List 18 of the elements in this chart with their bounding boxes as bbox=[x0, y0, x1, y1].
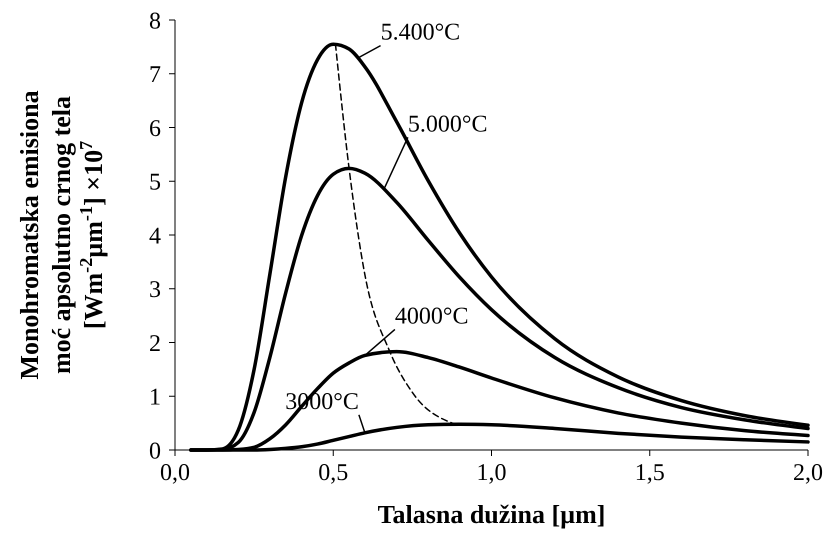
y-tick-label: 2 bbox=[149, 330, 161, 357]
x-tick-label: 1,5 bbox=[634, 460, 665, 486]
y-tick-label: 6 bbox=[149, 116, 161, 142]
y-tick-label: 4 bbox=[149, 223, 161, 250]
x-axis-title: Talasna dužina [µm] bbox=[378, 500, 606, 529]
x-tick-label: 1,0 bbox=[476, 460, 506, 486]
annotation: 5.400°C bbox=[380, 20, 460, 46]
annotation: 4000°C bbox=[394, 303, 469, 330]
y-tick-label: 7 bbox=[149, 62, 161, 88]
x-tick-label: 0,5 bbox=[318, 460, 348, 486]
y-tick-label: 8 bbox=[149, 8, 161, 34]
y-tick-label: 0 bbox=[149, 438, 161, 464]
y-tick-label: 5 bbox=[149, 170, 161, 196]
x-tick-label: 0,0 bbox=[160, 460, 190, 486]
annotation: 5.000°C bbox=[408, 111, 488, 138]
y-tick-label: 3 bbox=[149, 277, 161, 304]
y-tick-label: 1 bbox=[149, 384, 161, 411]
x-tick-label: 2,0 bbox=[793, 460, 823, 486]
